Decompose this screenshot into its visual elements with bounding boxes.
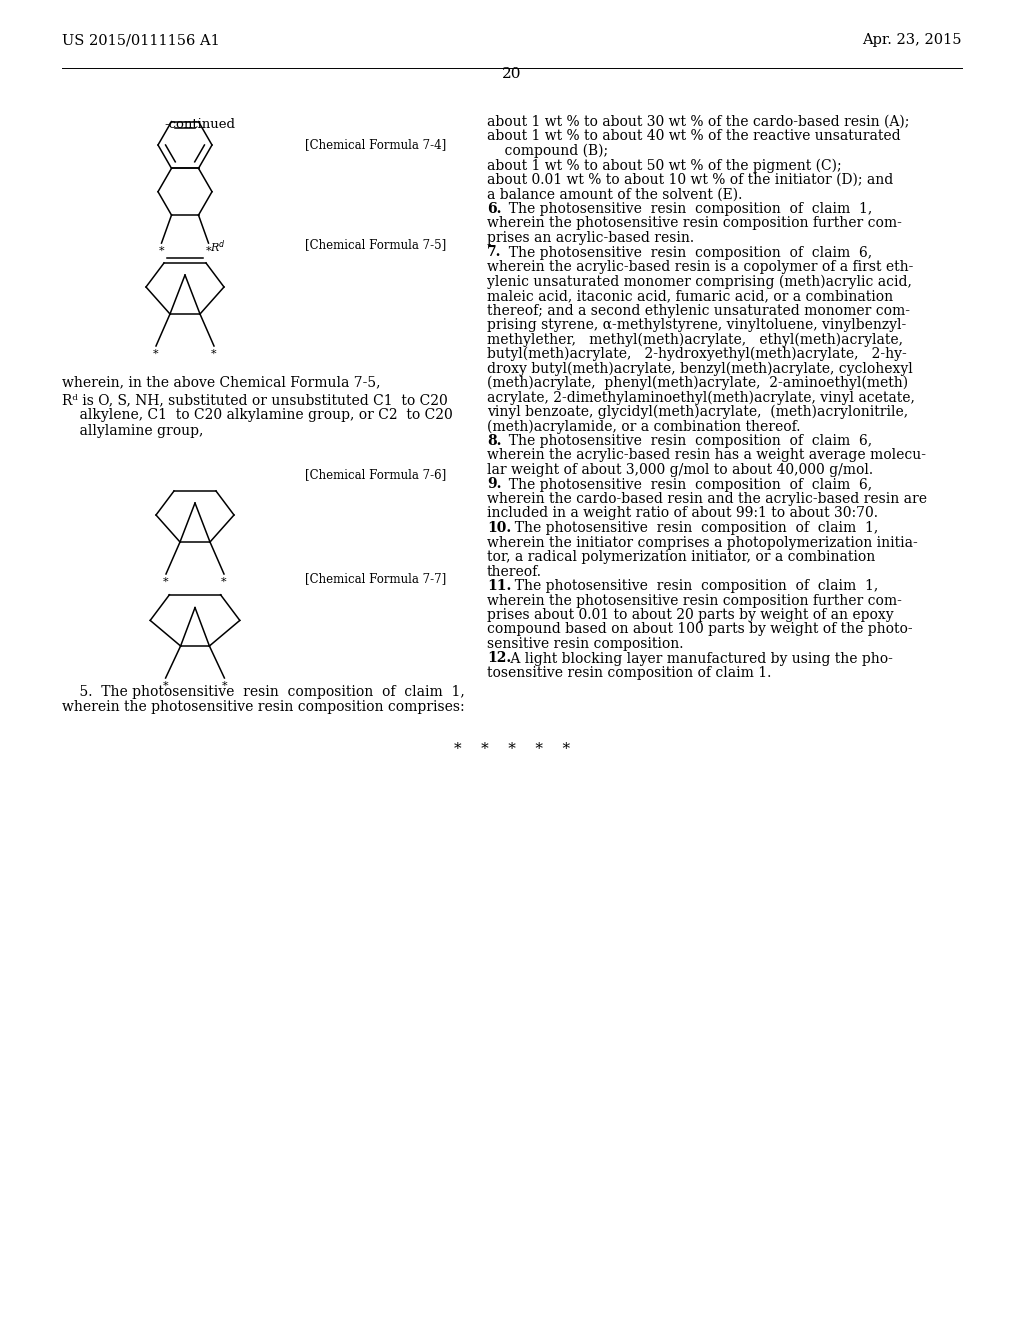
Text: wherein, in the above Chemical Formula 7-5,: wherein, in the above Chemical Formula 7… xyxy=(62,375,381,389)
Text: *: * xyxy=(221,681,227,690)
Text: compound based on about 100 parts by weight of the photo-: compound based on about 100 parts by wei… xyxy=(487,623,912,636)
Text: 6.: 6. xyxy=(487,202,502,216)
Text: thereof.: thereof. xyxy=(487,565,542,578)
Text: wherein the cardo-based resin and the acrylic-based resin are: wherein the cardo-based resin and the ac… xyxy=(487,492,927,506)
Text: vinyl benzoate, glycidyl(meth)acrylate,  (meth)acrylonitrile,: vinyl benzoate, glycidyl(meth)acrylate, … xyxy=(487,405,908,420)
Text: -continued: -continued xyxy=(165,117,236,131)
Text: acrylate, 2-dimethylaminoethyl(meth)acrylate, vinyl acetate,: acrylate, 2-dimethylaminoethyl(meth)acry… xyxy=(487,391,914,405)
Text: prising styrene, α-methylstyrene, vinyltoluene, vinylbenzyl-: prising styrene, α-methylstyrene, vinylt… xyxy=(487,318,906,333)
Text: [Chemical Formula 7-4]: [Chemical Formula 7-4] xyxy=(305,139,446,150)
Text: US 2015/0111156 A1: US 2015/0111156 A1 xyxy=(62,33,220,48)
Text: 9.: 9. xyxy=(487,478,502,491)
Text: butyl(meth)acrylate,   2-hydroxyethyl(meth)acrylate,   2-hy-: butyl(meth)acrylate, 2-hydroxyethyl(meth… xyxy=(487,347,906,362)
Text: a balance amount of the solvent (E).: a balance amount of the solvent (E). xyxy=(487,187,742,202)
Text: lar weight of about 3,000 g/mol to about 40,000 g/mol.: lar weight of about 3,000 g/mol to about… xyxy=(487,463,873,477)
Text: tosensitive resin composition of claim 1.: tosensitive resin composition of claim 1… xyxy=(487,667,771,680)
Text: droxy butyl(meth)acrylate, benzyl(meth)acrylate, cyclohexyl: droxy butyl(meth)acrylate, benzyl(meth)a… xyxy=(487,362,912,376)
Text: ylenic unsaturated monomer comprising (meth)acrylic acid,: ylenic unsaturated monomer comprising (m… xyxy=(487,275,912,289)
Text: prises about 0.01 to about 20 parts by weight of an epoxy: prises about 0.01 to about 20 parts by w… xyxy=(487,609,894,622)
Text: R$^{d}$: R$^{d}$ xyxy=(210,239,225,255)
Text: alkylene, C1  to C20 alkylamine group, or C2  to C20: alkylene, C1 to C20 alkylamine group, or… xyxy=(62,408,453,422)
Text: about 1 wt % to about 50 wt % of the pigment (C);: about 1 wt % to about 50 wt % of the pig… xyxy=(487,158,842,173)
Text: (meth)acrylamide, or a combination thereof.: (meth)acrylamide, or a combination there… xyxy=(487,420,801,434)
Text: *: * xyxy=(206,246,211,256)
Text: Apr. 23, 2015: Apr. 23, 2015 xyxy=(862,33,962,48)
Text: about 1 wt % to about 40 wt % of the reactive unsaturated: about 1 wt % to about 40 wt % of the rea… xyxy=(487,129,901,144)
Text: 8.: 8. xyxy=(487,434,502,447)
Text: The photosensitive  resin  composition  of  claim  1,: The photosensitive resin composition of … xyxy=(507,579,879,593)
Text: about 1 wt % to about 30 wt % of the cardo-based resin (A);: about 1 wt % to about 30 wt % of the car… xyxy=(487,115,909,129)
Text: 10.: 10. xyxy=(487,521,511,535)
Text: [Chemical Formula 7-5]: [Chemical Formula 7-5] xyxy=(305,238,446,251)
Text: (meth)acrylate,  phenyl(meth)acrylate,  2-aminoethyl(meth): (meth)acrylate, phenyl(meth)acrylate, 2-… xyxy=(487,376,908,391)
Text: compound (B);: compound (B); xyxy=(487,144,608,158)
Text: [Chemical Formula 7-6]: [Chemical Formula 7-6] xyxy=(305,469,446,480)
Text: included in a weight ratio of about 99:1 to about 30:70.: included in a weight ratio of about 99:1… xyxy=(487,507,878,520)
Text: tor, a radical polymerization initiator, or a combination: tor, a radical polymerization initiator,… xyxy=(487,550,876,564)
Text: *: * xyxy=(159,246,164,256)
Text: wherein the photosensitive resin composition comprises:: wherein the photosensitive resin composi… xyxy=(62,700,465,714)
Text: wherein the acrylic-based resin has a weight average molecu-: wherein the acrylic-based resin has a we… xyxy=(487,449,926,462)
Text: *    *    *    *    *: * * * * * xyxy=(454,742,570,756)
Text: *: * xyxy=(211,348,217,359)
Text: allylamine group,: allylamine group, xyxy=(62,424,204,438)
Text: A light blocking layer manufactured by using the pho-: A light blocking layer manufactured by u… xyxy=(507,652,893,665)
Text: about 0.01 wt % to about 10 wt % of the initiator (D); and: about 0.01 wt % to about 10 wt % of the … xyxy=(487,173,893,187)
Text: 12.: 12. xyxy=(487,652,511,665)
Text: The photosensitive  resin  composition  of  claim  6,: The photosensitive resin composition of … xyxy=(500,434,872,447)
Text: wherein the initiator comprises a photopolymerization initia-: wherein the initiator comprises a photop… xyxy=(487,536,918,549)
Text: prises an acrylic-based resin.: prises an acrylic-based resin. xyxy=(487,231,694,246)
Text: [Chemical Formula 7-7]: [Chemical Formula 7-7] xyxy=(305,572,446,585)
Text: wherein the acrylic-based resin is a copolymer of a first eth-: wherein the acrylic-based resin is a cop… xyxy=(487,260,913,275)
Text: *: * xyxy=(163,577,169,587)
Text: Rᵈ is O, S, NH, substituted or unsubstituted C1  to C20: Rᵈ is O, S, NH, substituted or unsubstit… xyxy=(62,393,447,407)
Text: The photosensitive  resin  composition  of  claim  6,: The photosensitive resin composition of … xyxy=(500,478,872,491)
Text: *: * xyxy=(154,348,159,359)
Text: 20: 20 xyxy=(502,67,522,81)
Text: The photosensitive  resin  composition  of  claim  1,: The photosensitive resin composition of … xyxy=(500,202,872,216)
Text: wherein the photosensitive resin composition further com-: wherein the photosensitive resin composi… xyxy=(487,216,902,231)
Text: methylether,   methyl(meth)acrylate,   ethyl(meth)acrylate,: methylether, methyl(meth)acrylate, ethyl… xyxy=(487,333,903,347)
Text: 7.: 7. xyxy=(487,246,502,260)
Text: 5.  The photosensitive  resin  composition  of  claim  1,: 5. The photosensitive resin composition … xyxy=(62,685,465,700)
Text: The photosensitive  resin  composition  of  claim  6,: The photosensitive resin composition of … xyxy=(500,246,872,260)
Text: sensitive resin composition.: sensitive resin composition. xyxy=(487,638,683,651)
Text: wherein the photosensitive resin composition further com-: wherein the photosensitive resin composi… xyxy=(487,594,902,607)
Text: 11.: 11. xyxy=(487,579,511,593)
Text: The photosensitive  resin  composition  of  claim  1,: The photosensitive resin composition of … xyxy=(507,521,879,535)
Text: maleic acid, itaconic acid, fumaric acid, or a combination: maleic acid, itaconic acid, fumaric acid… xyxy=(487,289,893,304)
Text: thereof; and a second ethylenic unsaturated monomer com-: thereof; and a second ethylenic unsatura… xyxy=(487,304,910,318)
Text: *: * xyxy=(163,681,168,690)
Text: *: * xyxy=(221,577,226,587)
